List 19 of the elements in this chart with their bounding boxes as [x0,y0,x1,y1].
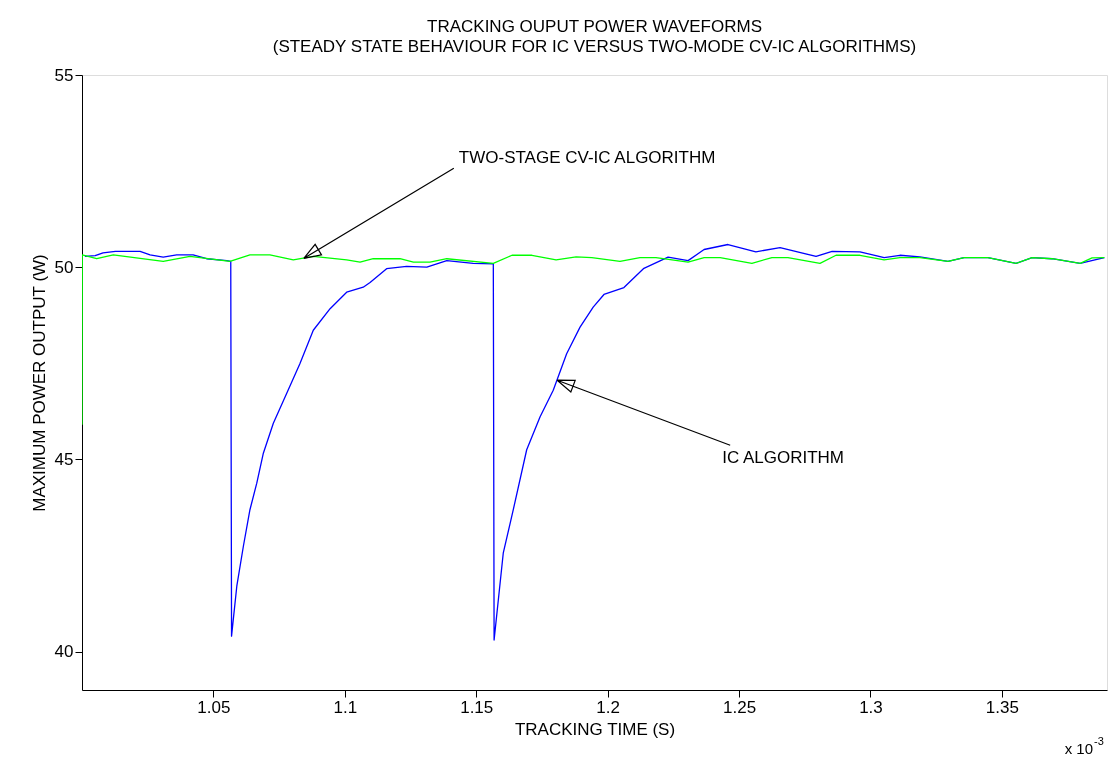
annotation: IC ALGORITHM [722,448,845,468]
annotation: TWO-STAGE CV-IC ALGORITHM [458,148,716,168]
line-series [82,254,1106,426]
y-axis-title: MAXIMUM POWER OUTPUT (W) [29,254,49,512]
chart-subtitle: (STEADY STATE BEHAVIOUR FOR IC VERSUS TWO-MODE CV-IC ALGORITHMS) [272,37,917,56]
x-tick-label: 1.3 [859,697,883,717]
x-tick-label: 1.35 [985,697,1019,717]
y-tick-label: 50 [54,257,74,277]
chart-title: TRACKING OUPUT POWER WAVEFORMS [427,17,762,36]
x-tick-label: 1.05 [197,697,231,717]
y-tick-label: 40 [54,642,74,662]
x-tick-label: 1.25 [723,697,757,717]
x-tick-label: 1.1 [333,697,358,717]
line-series [84,243,1106,641]
x-axis-title: TRACKING TIME (S) [514,719,676,739]
x-tick-label: 1.2 [596,697,620,717]
y-tick-label: 45 [54,449,74,469]
x-tick-label: 1.15 [460,697,494,717]
y-tick-label: 55 [54,65,74,85]
